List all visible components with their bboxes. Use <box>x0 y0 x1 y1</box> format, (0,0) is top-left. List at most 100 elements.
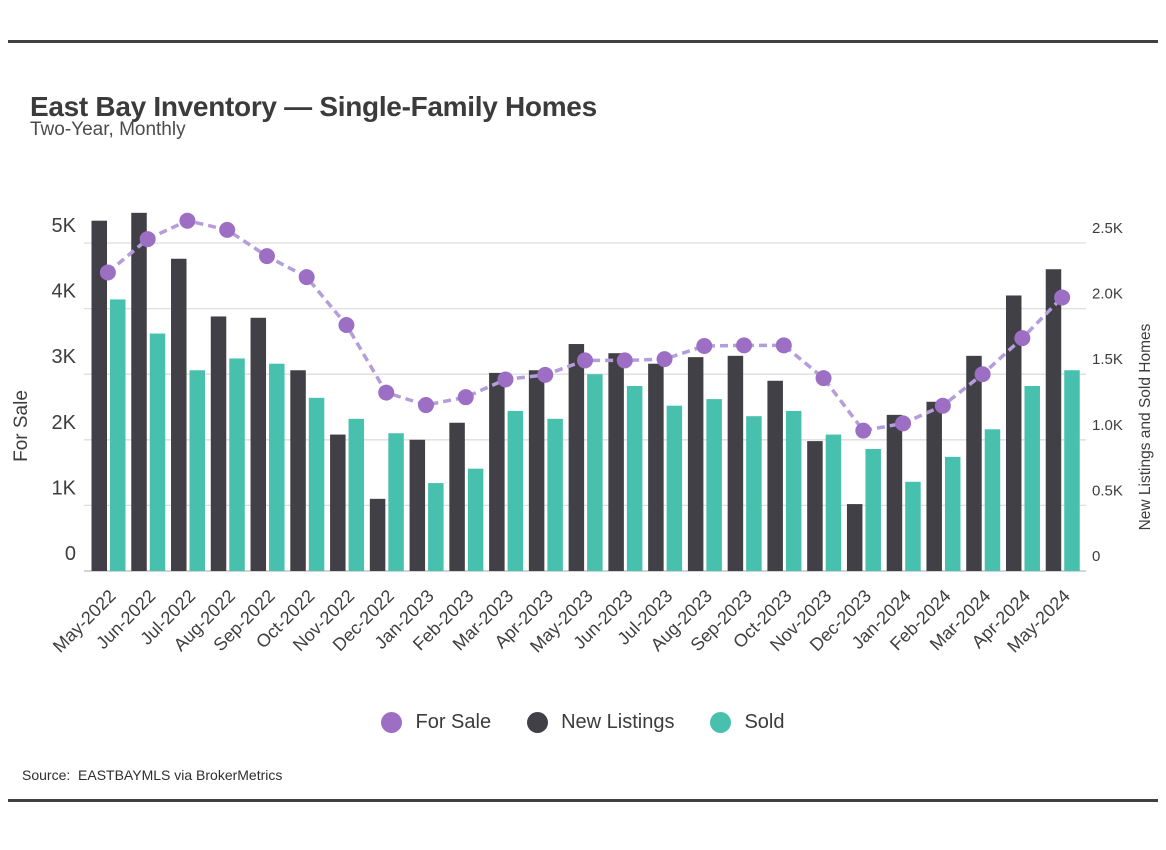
legend-item-sold: Sold <box>710 711 785 734</box>
bar-new-listings <box>131 212 147 571</box>
for-sale-marker <box>855 422 872 439</box>
bar-sold <box>706 399 722 571</box>
bar-sold <box>1064 370 1080 571</box>
legend-swatch-icon <box>381 712 403 733</box>
chart-legend: For Sale New Listings Sold <box>0 711 1166 734</box>
bar-sold <box>785 410 802 571</box>
for-sale-marker <box>179 212 196 229</box>
bar-new-listings <box>926 401 942 571</box>
bar-sold <box>905 481 921 571</box>
for-sale-marker <box>417 397 434 414</box>
bar-new-listings <box>528 370 545 571</box>
bar-new-listings <box>91 220 107 572</box>
for-sale-marker <box>577 352 593 369</box>
bar-sold <box>229 358 245 571</box>
bar-new-listings <box>648 363 664 571</box>
bar-new-listings <box>568 344 585 571</box>
bar-sold <box>428 483 444 571</box>
for-sale-marker <box>815 370 832 387</box>
for-sale-marker <box>696 337 713 354</box>
for-sale-marker <box>1014 330 1031 347</box>
bar-sold <box>666 405 683 571</box>
chart-title: East Bay Inventory — Single-Family Homes <box>30 90 597 122</box>
bar-new-listings <box>449 422 465 571</box>
for-sale-marker <box>338 317 355 333</box>
bar-sold <box>348 418 365 571</box>
bar-new-listings <box>409 439 426 571</box>
for-sale-marker <box>219 221 236 238</box>
bar-sold <box>746 416 762 571</box>
for-sale-marker <box>934 397 951 414</box>
bar-sold <box>149 333 166 571</box>
legend-item-new-listings: New Listings <box>527 711 674 734</box>
bar-new-listings <box>369 498 386 571</box>
bar-sold <box>547 418 563 571</box>
bar-new-listings <box>608 353 624 571</box>
bar-sold <box>110 299 126 571</box>
bar-sold <box>865 448 881 571</box>
for-sale-marker <box>775 337 792 354</box>
source-note: Source: EASTBAYMLS via BrokerMetrics <box>22 767 283 783</box>
for-sale-marker <box>457 389 474 406</box>
for-sale-marker <box>537 366 554 383</box>
bar-sold <box>626 386 643 571</box>
bar-sold <box>587 374 603 571</box>
legend-item-for-sale: For Sale <box>381 711 491 734</box>
legend-label: Sold <box>744 711 785 733</box>
bar-sold <box>308 397 325 571</box>
bar-sold <box>467 468 484 571</box>
bar-new-listings <box>1005 295 1022 571</box>
left-axis-title: For Sale <box>11 390 32 462</box>
legend-swatch-icon <box>710 712 732 733</box>
left-axis-tick-label: 0 <box>65 543 76 565</box>
right-axis-tick-label: 2.5K <box>1092 220 1123 237</box>
bar-sold <box>388 433 404 571</box>
right-axis-tick-label: 2.0K <box>1092 286 1123 303</box>
bar-new-listings <box>767 380 783 571</box>
left-axis-tick-label: 3K <box>52 346 77 368</box>
for-sale-marker <box>974 366 991 383</box>
bar-new-listings <box>250 317 267 571</box>
bar-new-listings <box>807 441 823 571</box>
left-axis-tick-label: 4K <box>52 281 77 303</box>
bar-sold <box>269 363 285 571</box>
bar-sold <box>825 434 842 571</box>
bar-new-listings <box>1045 269 1062 571</box>
bar-sold <box>189 370 206 571</box>
bar-sold <box>507 410 524 571</box>
for-sale-marker <box>656 351 673 368</box>
bar-new-listings <box>330 434 346 571</box>
bar-new-listings <box>210 316 227 571</box>
left-axis-tick-label: 2K <box>52 412 77 434</box>
for-sale-marker <box>736 337 753 354</box>
bar-new-listings <box>290 370 306 571</box>
for-sale-marker <box>616 352 633 369</box>
bar-new-listings <box>687 357 704 571</box>
left-axis-tick-label: 1K <box>52 477 77 499</box>
legend-swatch-icon <box>527 712 549 733</box>
right-axis-tick-label: 1.0K <box>1092 417 1123 434</box>
for-sale-marker <box>497 371 514 388</box>
left-axis-tick-label: 5K <box>52 215 77 237</box>
for-sale-marker <box>378 384 395 401</box>
bar-new-listings <box>489 372 505 571</box>
bar-new-listings <box>886 414 903 571</box>
bar-new-listings <box>966 355 982 571</box>
right-axis-tick-label: 1.5K <box>1092 351 1123 368</box>
chart-subtitle: Two-Year, Monthly <box>30 119 186 140</box>
bar-new-listings <box>171 258 187 571</box>
bar-new-listings <box>846 504 863 571</box>
for-sale-marker <box>99 264 116 281</box>
for-sale-marker <box>298 269 315 286</box>
bar-sold <box>984 429 1001 571</box>
for-sale-marker <box>1054 289 1071 306</box>
right-axis-title: New Listings and Sold Homes <box>1137 323 1154 530</box>
for-sale-marker <box>895 415 912 432</box>
legend-label: New Listings <box>561 711 675 733</box>
bar-new-listings <box>727 355 744 571</box>
for-sale-marker <box>258 248 275 265</box>
bar-sold <box>1024 386 1040 571</box>
legend-label: For Sale <box>415 711 492 733</box>
top-divider <box>8 40 1158 43</box>
